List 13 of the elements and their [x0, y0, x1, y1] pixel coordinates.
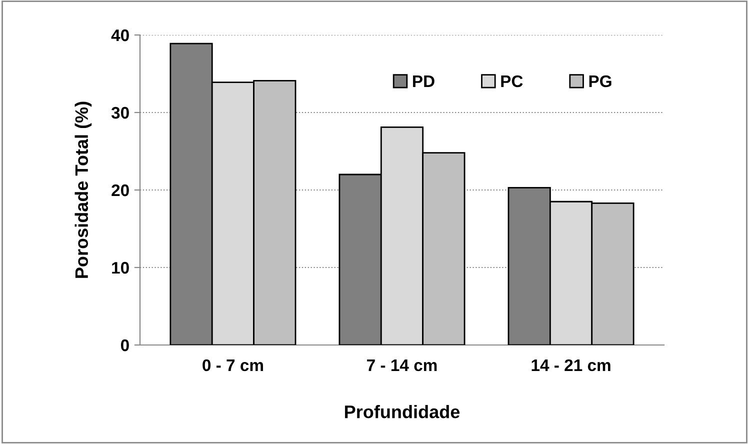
- y-tick-label: 40: [111, 29, 129, 42]
- y-tick-label: 20: [112, 184, 129, 196]
- y-tick-label: 0: [120, 339, 129, 352]
- y-tick-label: 30: [111, 106, 129, 119]
- x-tick-label: 7 - 14 cm: [367, 360, 437, 372]
- x-tick-label: 0 - 7 cm: [202, 359, 263, 372]
- y-axis-title: Porosidade Total (%): [74, 102, 92, 278]
- y-tick-label: 10: [112, 262, 129, 274]
- x-axis-title: Profundidade: [345, 404, 460, 418]
- legend-label: PD: [413, 76, 434, 87]
- legend-label: PC: [501, 75, 523, 88]
- legend-label: PG: [589, 75, 612, 88]
- x-tick-label: 14 - 21 cm: [532, 359, 610, 372]
